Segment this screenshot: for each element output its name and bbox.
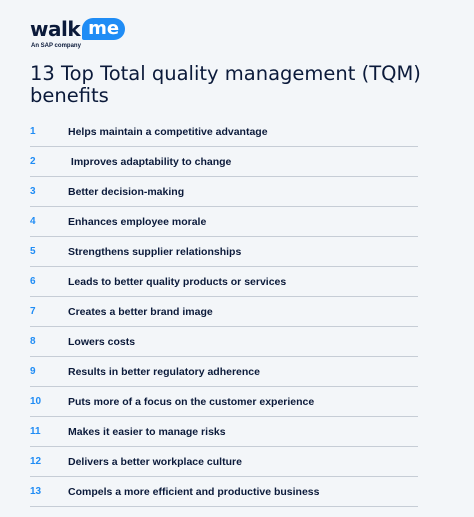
- item-number: 2: [30, 156, 36, 167]
- item-text: Creates a better brand image: [68, 305, 213, 318]
- list-item: 6 Leads to better quality products or ser…: [30, 267, 418, 297]
- item-number: 1: [30, 126, 36, 137]
- list-item: 2 Improves adaptability to change: [30, 147, 418, 177]
- item-text: Compels a more efficient and productive …: [68, 485, 320, 498]
- item-text: Improves adaptability to change: [68, 155, 232, 168]
- item-number: 5: [30, 246, 36, 257]
- item-text: Enhances employee morale: [68, 215, 207, 228]
- list-item: 3 Better decision-making: [30, 177, 418, 207]
- item-text: Delivers a better workplace culture: [68, 455, 242, 468]
- item-text: Makes it easier to manage risks: [68, 425, 226, 438]
- item-number: 10: [30, 396, 42, 407]
- list-item: 12 Delivers a better workplace culture: [30, 447, 418, 477]
- item-number: 9: [30, 366, 36, 377]
- list-item: 9 Results in better regulatory adherence: [30, 357, 418, 387]
- list-item: 13 Compels a more efficient and productiv…: [30, 477, 418, 507]
- item-number: 13: [30, 486, 42, 497]
- item-text: Better decision-making: [68, 185, 185, 198]
- item-text: Lowers costs: [68, 335, 136, 348]
- list-item: 7 Creates a better brand image: [30, 297, 418, 327]
- item-number: 6: [30, 276, 36, 287]
- page-title: 13 Top Total quality management (TQM) be…: [30, 62, 421, 107]
- item-text: Leads to better quality products or serv…: [68, 275, 287, 288]
- item-text: Helps maintain a competitive advantage: [68, 125, 268, 138]
- item-number: 3: [30, 186, 36, 197]
- item-text: Puts more of a focus on the customer exp…: [68, 395, 315, 408]
- logo-walk: walk: [30, 17, 81, 41]
- item-number: 4: [30, 216, 36, 227]
- list-item: 4 Enhances employee morale: [30, 207, 418, 237]
- benefits-list: 1 Helps maintain a competitive advantage …: [30, 117, 418, 507]
- logo-tagline: An SAP company: [31, 43, 81, 49]
- item-number: 8: [30, 336, 36, 347]
- item-number: 11: [30, 426, 41, 437]
- item-text: Results in better regulatory adherence: [68, 365, 260, 378]
- item-number: 7: [30, 306, 36, 317]
- logo-me-bubble: me: [82, 18, 126, 40]
- logo: walk me An SAP company: [30, 16, 450, 49]
- list-item: 5 Strengthens supplier relationships: [30, 237, 418, 267]
- list-item: 1 Helps maintain a competitive advantage: [30, 117, 418, 147]
- list-item: 11 Makes it easier to manage risks: [30, 417, 418, 447]
- item-number: 12: [30, 456, 42, 467]
- item-text: Strengthens supplier relationships: [68, 245, 242, 258]
- list-item: 8 Lowers costs: [30, 327, 418, 357]
- list-item: 10 Puts more of a focus on the customer e…: [30, 387, 418, 417]
